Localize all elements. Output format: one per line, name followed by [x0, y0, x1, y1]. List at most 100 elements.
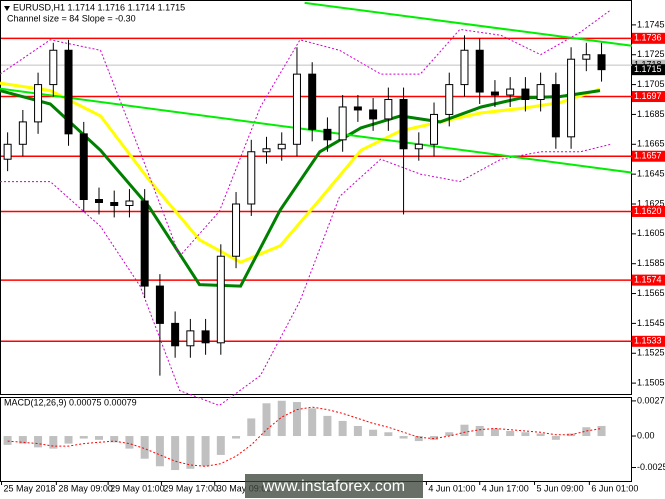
macd-bar	[49, 436, 58, 449]
candle-body	[475, 49, 484, 93]
indicator-line	[0, 143, 611, 407]
candle-body	[3, 143, 12, 160]
macd-bar	[34, 436, 43, 448]
candle-body	[414, 143, 423, 150]
indicator-line	[304, 1, 633, 47]
chart-title: EURUSD,H1 1.1714 1.1716 1.1714 1.1715	[13, 2, 185, 12]
y-tick-label: 1.1585	[637, 258, 665, 268]
y-tick-label: 1.1545	[637, 318, 665, 328]
indicator-line	[0, 87, 633, 174]
price-label-box	[632, 335, 665, 347]
candle-body	[247, 151, 256, 205]
macd-bar	[125, 436, 134, 449]
y-tick-label: 1.1525	[637, 348, 665, 358]
y-tick-label: 1.1665	[637, 139, 665, 149]
macd-bar	[445, 432, 454, 437]
price-label: 1.1574	[634, 274, 662, 284]
price-label: 1.1533	[634, 336, 662, 346]
candle-body	[232, 203, 241, 257]
macd-bar	[292, 402, 301, 437]
indicator-line	[0, 89, 601, 288]
macd-bar	[338, 420, 347, 437]
price-label: 1.1620	[634, 206, 662, 216]
price-label-box	[632, 274, 665, 286]
macd-bar	[277, 400, 286, 437]
candle-body	[262, 148, 271, 153]
price-label: 1.1736	[634, 33, 662, 43]
price-label: 1.1657	[634, 151, 662, 161]
symbol-icon	[4, 6, 10, 11]
y-tick-label: 1.1505	[637, 377, 665, 387]
candle-body	[460, 49, 469, 86]
x-tick-label: 25 May 2018	[4, 483, 56, 493]
candle-body	[399, 99, 408, 150]
plot-layer	[0, 1, 636, 485]
price-label-box	[632, 32, 665, 44]
candle-body	[64, 49, 73, 135]
price-label-box	[632, 150, 665, 162]
y-tick-label: 1.1605	[637, 228, 665, 238]
candle-body	[125, 200, 134, 206]
y-tick-label: 1.1625	[637, 198, 665, 208]
candle-body	[582, 54, 591, 60]
candle-body	[94, 199, 103, 204]
candle-body	[186, 330, 195, 347]
candle-body	[567, 58, 576, 138]
candle-body	[79, 133, 88, 201]
macd-bar	[384, 432, 393, 437]
macd-bar	[582, 427, 591, 437]
y-tick-label: 1.1745	[637, 19, 665, 29]
price-label-box	[632, 64, 665, 76]
macd-bar	[475, 425, 484, 437]
indicator-line	[0, 81, 601, 264]
macd-bar	[414, 436, 423, 442]
candle-body	[201, 330, 210, 344]
y-tick-label: 1.1565	[637, 288, 665, 298]
candle-body	[369, 109, 378, 120]
macd-bar	[155, 436, 164, 467]
x-tick-label: 4 Jun 17:00	[482, 483, 529, 493]
watermark-box	[245, 474, 423, 498]
macd-bar	[64, 436, 73, 444]
candle-body	[292, 73, 301, 145]
candle-body	[308, 73, 317, 130]
candle-body	[551, 84, 560, 138]
y-tick-label: 1.1725	[637, 49, 665, 59]
chart-subtitle: Channel size = 84 Slope = -0.30	[7, 13, 136, 23]
candle-body	[521, 88, 530, 101]
x-tick-label: 30 May 09:00	[217, 483, 272, 493]
candle-body	[338, 106, 347, 141]
candle-body	[536, 84, 545, 101]
macd-bar	[79, 436, 88, 439]
macd-bar	[216, 436, 225, 455]
main-panel	[0, 0, 632, 395]
macd-bar	[171, 436, 180, 471]
y-tick-label: 0.00279	[637, 395, 665, 405]
macd-bar	[110, 436, 119, 443]
x-tick-label: 28 May 09:00	[58, 483, 113, 493]
macd-bar	[140, 436, 149, 459]
candle-body	[597, 54, 606, 71]
macd-bar	[18, 436, 27, 444]
candle-body	[490, 91, 499, 96]
macd-bar	[323, 415, 332, 437]
candle-body	[110, 202, 119, 206]
y-tick-label: 0.00	[637, 430, 655, 440]
x-tick-label: 5 Jun 09:00	[537, 483, 584, 493]
candle-body	[216, 255, 225, 344]
macd-bar	[399, 436, 408, 439]
candle-body	[353, 106, 362, 111]
candle-body	[430, 113, 439, 145]
candle-body	[34, 84, 43, 123]
x-tick-label: 29 May 01:00	[110, 483, 165, 493]
candle-body	[384, 99, 393, 120]
macd-bar	[597, 425, 606, 437]
macd-bar	[521, 432, 530, 437]
candle-body	[155, 285, 164, 324]
macd-bar	[94, 436, 103, 440]
candle-body	[323, 128, 332, 141]
macd-bar	[369, 429, 378, 437]
macd-title: MACD(12,26,9) 0.00075 0.00079	[4, 397, 137, 407]
candle-body	[445, 84, 454, 115]
macd-bar	[490, 428, 499, 437]
